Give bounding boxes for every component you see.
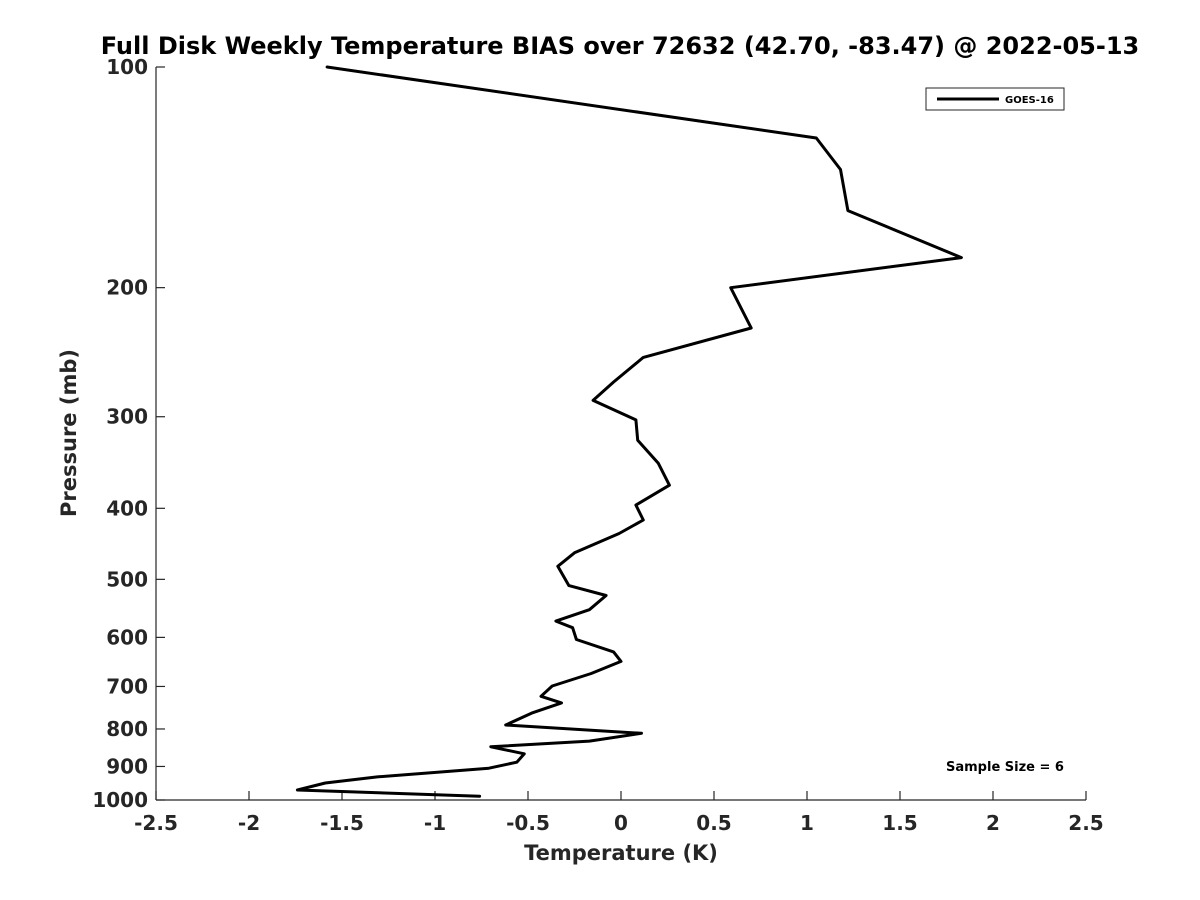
y-tick-label: 800: [106, 717, 148, 741]
y-tick-label: 200: [106, 276, 148, 300]
x-tick-label: -1: [424, 811, 446, 835]
x-tick-label: 1.5: [882, 811, 917, 835]
y-tick-label: 700: [106, 674, 148, 698]
x-tick-label: -1.5: [320, 811, 364, 835]
x-tick-label: 2: [986, 811, 1000, 835]
y-tick-label: 300: [106, 405, 148, 429]
sample-size-annotation: Sample Size = 6: [946, 760, 1064, 775]
y-tick-label: 100: [106, 55, 148, 79]
x-axis-label: Temperature (K): [524, 841, 718, 865]
x-tick-label: 0.5: [696, 811, 731, 835]
x-tick-label: 0: [614, 811, 628, 835]
y-tick-label: 900: [106, 754, 148, 778]
series-layer: [295, 65, 963, 798]
y-axis-ticks: 100 200 300 400 500 600 700 800 900 1000: [92, 55, 165, 812]
y-tick-label: 500: [106, 567, 148, 591]
x-tick-label: -2.5: [134, 811, 178, 835]
y-tick-label: 1000: [92, 788, 148, 812]
plot-area: -2.5 -2 -1.5 -1 -0.5 0 0.5 1 1.5 2 2.5 100 200 300 40…: [92, 55, 1103, 835]
y-tick-label: 600: [106, 625, 148, 649]
series-line-goes-16: [295, 65, 963, 798]
legend: GOES-16: [925, 87, 1065, 111]
legend-label-goes-16: GOES-16: [1005, 95, 1054, 106]
y-tick-label: 400: [106, 496, 148, 520]
x-tick-label: -2: [238, 811, 260, 835]
x-tick-label: 1: [800, 811, 814, 835]
x-axis-ticks: -2.5 -2 -1.5 -1 -0.5 0 0.5 1 1.5 2 2.5: [134, 791, 1104, 835]
x-tick-label: -0.5: [506, 811, 550, 835]
y-axis-label: Pressure (mb): [57, 349, 81, 517]
chart-title: Full Disk Weekly Temperature BIAS over 7…: [101, 32, 1140, 60]
x-tick-label: 2.5: [1068, 811, 1103, 835]
